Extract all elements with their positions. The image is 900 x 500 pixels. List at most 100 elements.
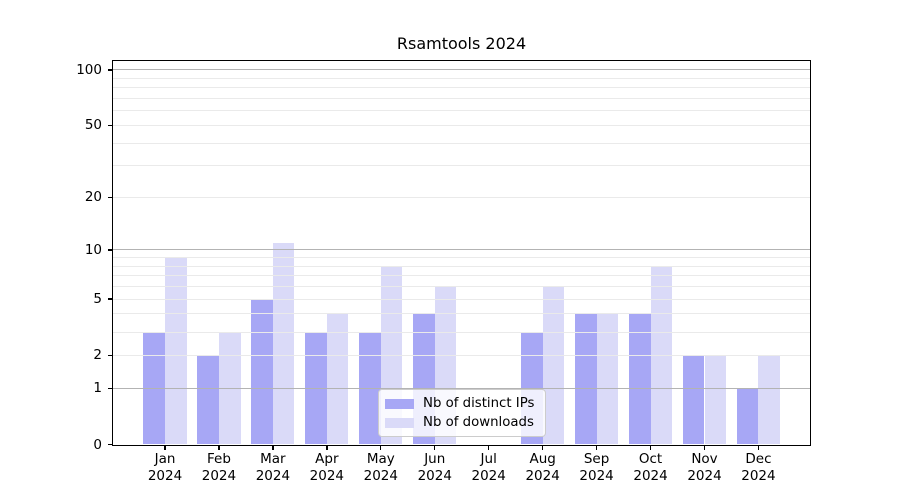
- y-tick-1: [108, 387, 112, 389]
- gridline-minor-70: [113, 98, 810, 100]
- legend: Nb of distinct IPs Nb of downloads: [378, 389, 546, 437]
- gridline-minor-60: [113, 110, 810, 112]
- x-tick-year: 2024: [525, 468, 560, 484]
- gridline-minor-20: [113, 196, 810, 198]
- x-tick-label-oct: Oct 2024: [619, 451, 683, 485]
- gridline-major-1: [113, 387, 810, 389]
- gridline-major-10: [113, 249, 810, 251]
- x-tick-year: 2024: [309, 468, 345, 484]
- bar-distinct-ips-dec: [736, 388, 759, 445]
- bar-distinct-ips-nov: [682, 355, 705, 445]
- gridline-major-100: [113, 69, 810, 71]
- y-tick-10: [108, 249, 112, 251]
- gridline-minor-30: [113, 165, 810, 167]
- x-tick-label-nov: Nov 2024: [673, 451, 737, 485]
- gridline-minor-9: [113, 257, 810, 259]
- x-tick-label-mar: Mar 2024: [241, 451, 305, 485]
- y-tick-label-50: 50: [84, 117, 102, 134]
- x-tick-month: Nov: [691, 451, 718, 467]
- bar-downloads-mar: [272, 242, 295, 445]
- legend-item-distinct-ips: Nb of distinct IPs: [385, 396, 537, 411]
- x-tick-month: Aug: [529, 451, 556, 467]
- x-tick-month: Apr: [315, 451, 339, 467]
- x-tick-year: 2024: [687, 468, 722, 484]
- gridline-minor-5: [113, 298, 810, 300]
- x-tick-month: Sep: [583, 451, 610, 467]
- gridline-minor-6: [113, 286, 810, 288]
- y-tick-20: [108, 196, 112, 199]
- gridline-minor-90: [113, 77, 810, 79]
- bar-distinct-ips-sep: [575, 313, 597, 445]
- x-tick-label-may: May 2024: [349, 451, 413, 485]
- x-tick-label-dec: Dec 2024: [726, 451, 790, 485]
- x-tick-label-jun: Jun 2024: [403, 451, 467, 485]
- gridline-minor-50: [113, 124, 810, 126]
- gridline-minor-2: [113, 354, 810, 356]
- x-tick-year: 2024: [741, 468, 776, 484]
- x-tick-sep: [595, 445, 598, 450]
- x-tick-aug: [541, 445, 544, 450]
- y-tick-0: [108, 443, 112, 446]
- x-tick-label-sep: Sep 2024: [565, 451, 629, 485]
- x-tick-dec: [757, 445, 760, 450]
- legend-swatch-downloads: [385, 417, 414, 428]
- bar-distinct-ips-feb: [197, 355, 219, 445]
- bar-distinct-ips-mar: [251, 299, 273, 445]
- x-tick-may: [380, 445, 382, 450]
- x-tick-month: Jan: [154, 451, 176, 467]
- bar-downloads-aug: [542, 286, 565, 445]
- gridline-minor-3: [113, 331, 810, 333]
- x-tick-month: Oct: [638, 451, 663, 467]
- plot-area: 0 1 2 5 10 20 50 100 Jan 2024 Feb 2024 Mar 2024 Apr 202…: [76, 60, 811, 484]
- legend-label-distinct-ips: Nb of distinct IPs: [423, 396, 535, 411]
- x-tick-month: Feb: [206, 451, 231, 467]
- x-tick-year: 2024: [201, 468, 237, 484]
- x-tick-apr: [326, 445, 328, 450]
- gridline-minor-40: [113, 142, 810, 144]
- x-tick-year: 2024: [471, 468, 506, 484]
- gridline-minor-7: [113, 275, 810, 277]
- bar-downloads-sep: [596, 313, 619, 445]
- x-tick-label-jan: Jan 2024: [133, 451, 197, 485]
- x-tick-label-jul: Jul 2024: [457, 451, 521, 485]
- bar-downloads-jan: [165, 257, 187, 445]
- legend-item-downloads: Nb of downloads: [385, 415, 537, 430]
- bar-downloads-apr: [326, 313, 349, 445]
- x-tick-month: May: [366, 451, 395, 467]
- y-tick-label-100: 100: [76, 61, 102, 78]
- x-tick-month: Mar: [260, 451, 286, 467]
- x-tick-label-apr: Apr 2024: [295, 451, 359, 485]
- x-tick-year: 2024: [255, 468, 291, 484]
- bar-distinct-ips-oct: [628, 313, 651, 445]
- x-tick-nov: [703, 445, 706, 450]
- x-tick-jun: [434, 445, 436, 450]
- y-tick-label-20: 20: [84, 189, 102, 206]
- x-tick-year: 2024: [633, 468, 668, 484]
- x-tick-year: 2024: [363, 468, 398, 484]
- x-tick-year: 2024: [579, 468, 614, 484]
- chart-title: Rsamtools 2024: [396, 34, 527, 53]
- y-tick-label-10: 10: [84, 241, 102, 258]
- bar-downloads-dec: [758, 355, 781, 445]
- x-tick-feb: [218, 445, 220, 450]
- y-tick-2: [108, 354, 112, 357]
- y-tick-100: [108, 69, 112, 71]
- y-tick-50: [108, 124, 112, 127]
- legend-swatch-distinct-ips: [385, 398, 414, 409]
- x-tick-label-aug: Aug 2024: [511, 451, 575, 485]
- x-tick-month: Jul: [480, 451, 497, 467]
- y-tick-label-0: 0: [93, 436, 102, 453]
- legend-label-downloads: Nb of downloads: [423, 415, 534, 430]
- x-tick-mar: [272, 445, 274, 450]
- x-tick-month: Dec: [745, 451, 772, 467]
- x-tick-year: 2024: [147, 468, 183, 484]
- gridline-minor-80: [113, 87, 810, 89]
- bar-downloads-nov: [704, 355, 727, 445]
- x-tick-label-feb: Feb 2024: [187, 451, 251, 485]
- gridline-minor-4: [113, 313, 810, 315]
- x-tick-month: Jun: [424, 451, 446, 467]
- x-tick-jan: [164, 445, 166, 450]
- x-tick-jul: [488, 445, 490, 450]
- y-tick-label-1: 1: [93, 380, 102, 397]
